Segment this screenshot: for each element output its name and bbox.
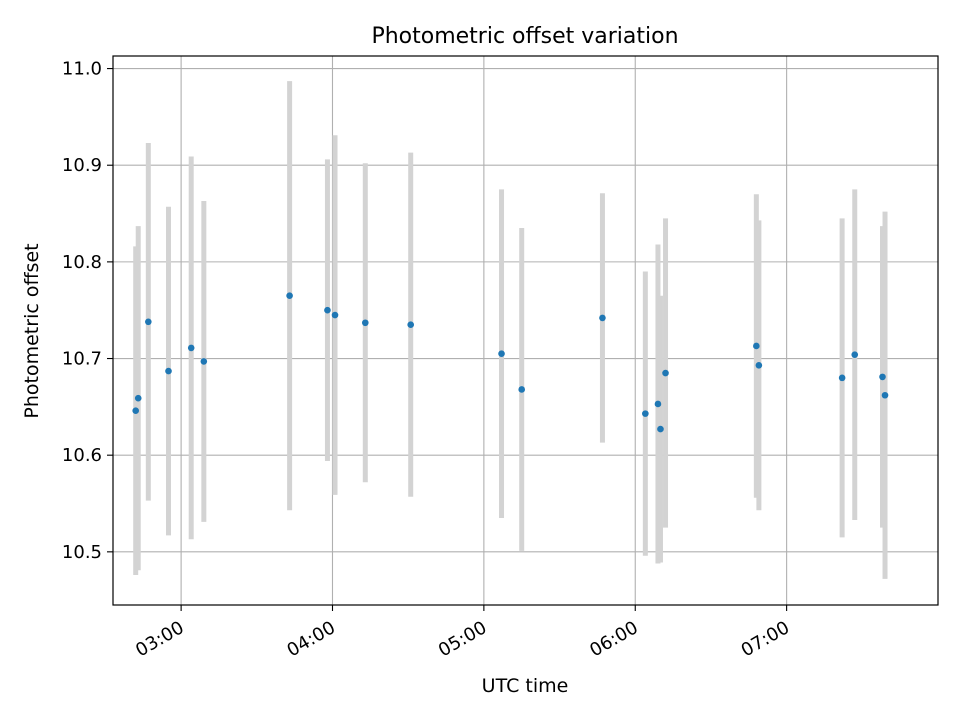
- data-point: [132, 407, 140, 415]
- y-tick-label: 11.0: [62, 59, 102, 80]
- chart-title: Photometric offset variation: [371, 24, 678, 49]
- x-axis-label: UTC time: [482, 675, 569, 697]
- point-layer: [132, 292, 889, 433]
- data-point: [642, 410, 649, 417]
- y-tick-label: 10.5: [62, 542, 102, 563]
- grid-layer: [113, 56, 938, 605]
- y-tick-label: 10.8: [62, 252, 102, 273]
- data-point: [331, 311, 339, 319]
- data-point: [838, 374, 846, 382]
- data-point: [286, 292, 293, 300]
- data-point: [361, 319, 369, 327]
- y-axis-label: Photometric offset: [21, 243, 43, 418]
- data-point: [145, 318, 152, 326]
- y-tick-label: 10.9: [62, 155, 102, 176]
- y-tick-label: 10.7: [62, 349, 102, 370]
- data-point: [407, 321, 415, 329]
- data-point: [518, 386, 526, 393]
- data-point: [881, 391, 889, 399]
- data-point: [187, 344, 195, 352]
- data-point: [134, 394, 142, 402]
- data-point: [657, 425, 664, 433]
- data-point: [599, 314, 606, 322]
- data-point: [654, 400, 662, 408]
- data-point: [753, 342, 760, 350]
- data-point: [662, 369, 669, 377]
- data-point: [879, 373, 886, 381]
- data-point: [498, 350, 505, 357]
- data-point: [200, 358, 208, 365]
- plot-frame: [112, 55, 939, 606]
- data-point: [755, 361, 763, 369]
- data-point: [324, 306, 331, 314]
- y-tick-label: 10.6: [62, 445, 102, 466]
- data-point: [851, 351, 859, 358]
- data-point: [165, 367, 172, 375]
